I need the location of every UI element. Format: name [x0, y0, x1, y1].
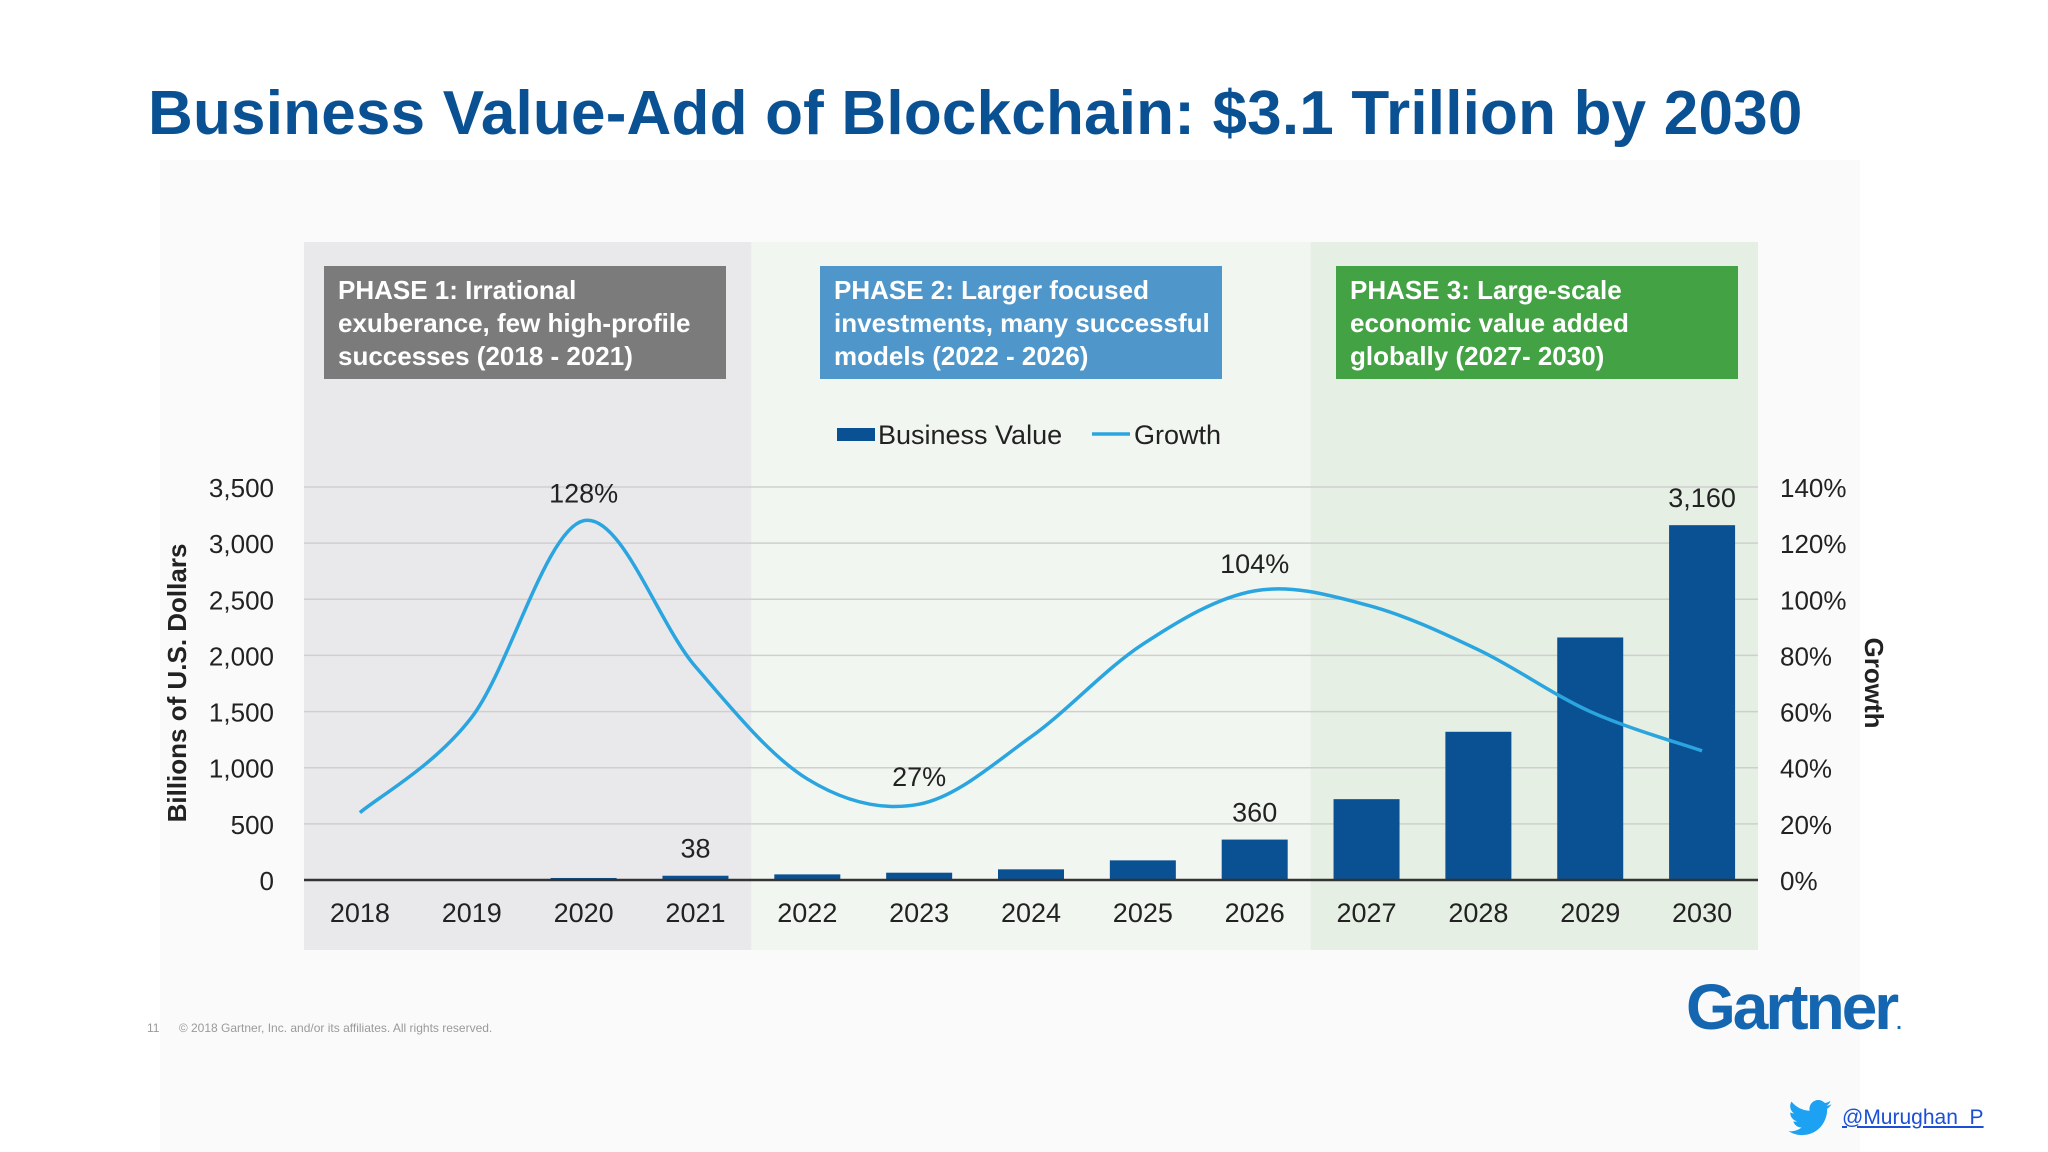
phase-label-line: investments, many successful [834, 308, 1210, 338]
twitter-link-group[interactable]: @Murughan_P [1788, 1098, 1984, 1138]
y2-tick-label: 0% [1780, 866, 1818, 896]
y-tick-label: 3,500 [209, 473, 274, 503]
x-tick-label: 2029 [1560, 898, 1620, 928]
phase-label-line: PHASE 1: Irrational [338, 275, 576, 305]
y2-tick-label: 20% [1780, 810, 1832, 840]
y-tick-label: 500 [231, 810, 274, 840]
x-tick-label: 2030 [1672, 898, 1732, 928]
x-tick-label: 2020 [554, 898, 614, 928]
page-title: Business Value-Add of Blockchain: $3.1 T… [148, 79, 1803, 148]
y-axis-title: Billions of U.S. Dollars [162, 544, 192, 823]
y-tick-label: 1,500 [209, 698, 274, 728]
copyright-text: © 2018 Gartner, Inc. and/or its affiliat… [178, 1021, 493, 1035]
bar-2025 [1109, 860, 1176, 880]
growth-line [358, 518, 1703, 814]
bar-2021 [662, 875, 729, 880]
phase-label-line: exuberance, few high-profile [338, 308, 691, 338]
y2-tick-label: 100% [1780, 585, 1847, 615]
phase-label-line: models (2022 - 2026) [834, 341, 1088, 371]
bar-2028 [1445, 731, 1512, 880]
bar-2029 [1557, 637, 1624, 880]
data-label: 104% [1220, 549, 1289, 579]
twitter-bird-icon [1788, 1100, 1832, 1136]
bar-2022 [774, 874, 841, 880]
y2-tick-label: 40% [1780, 754, 1832, 784]
x-tick-label: 2028 [1448, 898, 1508, 928]
y-tick-label: 3,000 [209, 529, 274, 559]
y2-tick-label: 80% [1780, 641, 1832, 671]
phase-label-line: economic value added [1350, 308, 1629, 338]
footer-note: 11 © 2018 Gartner, Inc. and/or its affil… [147, 1021, 508, 1035]
bar-2023 [886, 872, 953, 880]
line-series [358, 518, 1703, 814]
logo-text: Gartner [1686, 971, 1899, 1043]
bar-2027 [1333, 799, 1400, 880]
x-tick-label: 2027 [1336, 898, 1396, 928]
bar-2024 [998, 869, 1064, 880]
phase-box-background [820, 266, 1222, 379]
bar-series [326, 525, 1736, 880]
y2-tick-label: 60% [1780, 698, 1832, 728]
bar-2026 [1221, 839, 1288, 880]
y-tick-label: 2,000 [209, 641, 274, 671]
page-number: 11 [147, 1021, 160, 1035]
phase-label-line: PHASE 2: Larger focused [834, 275, 1149, 305]
bar-2030 [1669, 525, 1736, 880]
x-tick-label: 2022 [777, 898, 837, 928]
twitter-handle-link[interactable]: @Murughan_P [1842, 1106, 1984, 1129]
data-label: 128% [549, 479, 618, 509]
data-label: 360 [1232, 798, 1277, 828]
data-label: 27% [892, 762, 946, 792]
x-tick-label: 2025 [1113, 898, 1173, 928]
phase-box-background [1336, 266, 1738, 379]
axes: 0 500 1,000 1,500 2,000 2,500 3,000 3,500 0% 20% 4… [162, 473, 1889, 928]
phase-label-line: PHASE 3: Large-scale [1350, 275, 1622, 305]
legend: Business Value Growth [837, 420, 1221, 450]
phase-label-line: globally (2027- 2030) [1350, 341, 1604, 371]
x-tick-label: 2026 [1225, 898, 1285, 928]
legend-label: Business Value [878, 420, 1062, 450]
legend-label: Growth [1134, 420, 1221, 450]
phase-box-background [324, 266, 726, 379]
data-label: 3,160 [1668, 483, 1736, 513]
legend-bar-swatch [837, 428, 875, 441]
y-tick-label: 1,000 [209, 754, 274, 784]
y2-tick-label: 120% [1780, 529, 1847, 559]
x-tick-label: 2023 [889, 898, 949, 928]
gartner-logo: Gartner. [1686, 970, 1901, 1044]
data-label: 38 [680, 834, 710, 864]
y-tick-label: 0 [260, 866, 274, 896]
logo-dot: . [1896, 1012, 1901, 1034]
x-tick-label: 2024 [1001, 898, 1061, 928]
y-tick-label: 2,500 [209, 585, 274, 615]
x-tick-label: 2021 [665, 898, 725, 928]
x-tick-label: 2018 [330, 898, 390, 928]
y2-tick-label: 140% [1780, 473, 1847, 503]
y2-axis-title: Growth [1859, 638, 1889, 729]
phase-label-line: successes (2018 - 2021) [338, 341, 633, 371]
gridlines [304, 486, 1758, 825]
data-labels: 128% 27% 104% 38 360 3,160 [549, 479, 1736, 864]
x-tick-label: 2019 [442, 898, 502, 928]
